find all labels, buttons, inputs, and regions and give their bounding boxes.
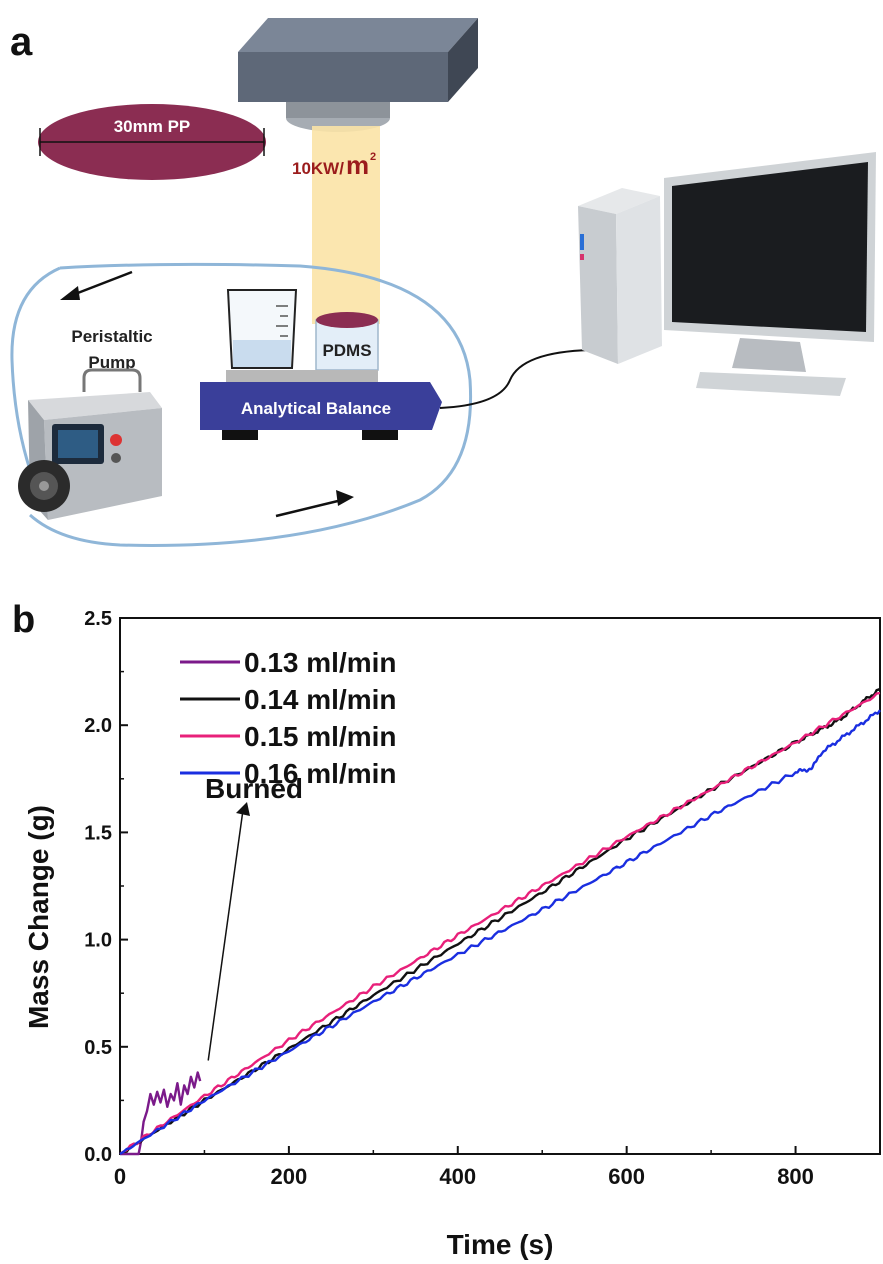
legend-label-4: 0.16 ml/min xyxy=(244,758,397,789)
legend-label-2: 0.14 ml/min xyxy=(244,684,397,715)
y-tick-label: 1.5 xyxy=(84,822,112,844)
y-tick-label: 0.5 xyxy=(84,1037,112,1059)
series-line-4 xyxy=(119,709,881,1156)
y-tick-label: 1.0 xyxy=(84,930,112,952)
solar-simulator xyxy=(238,18,478,132)
legend: 0.13 ml/min 0.14 ml/min 0.15 ml/min 0.16 ml… xyxy=(180,647,397,789)
pump-label-line1: Peristaltic xyxy=(71,327,152,346)
series-layer xyxy=(119,687,881,1156)
legend-label-3: 0.15 ml/min xyxy=(244,721,397,752)
flow-arrow-top xyxy=(60,270,133,300)
x-tick-label: 200 xyxy=(271,1164,308,1189)
y-tick-label: 2.0 xyxy=(84,715,112,737)
y-tick-label: 2.5 xyxy=(84,608,112,630)
y-tick-label: 0.0 xyxy=(84,1144,112,1166)
disc-label: 30mm PP xyxy=(114,117,191,136)
panel-label-b: b xyxy=(12,599,35,641)
pdms-sample: PDMS xyxy=(315,312,379,371)
computer xyxy=(578,152,876,396)
setup-illustration: a 10KW/ m 2 30mm PP Peristaltic Pump xyxy=(10,18,876,547)
annotation-text: Burned xyxy=(205,773,303,804)
svg-text:m: m xyxy=(346,150,369,180)
annotation-arrowhead xyxy=(236,802,250,816)
data-cable xyxy=(439,349,591,409)
mass-change-chart: b 0 200 400 600 800 0.0 0.5 1.0 1.5 2.0 2.5 0.13 m… xyxy=(12,599,881,1260)
legend-label-1: 0.13 ml/min xyxy=(244,647,397,678)
x-axis-label: Time (s) xyxy=(447,1229,554,1260)
flow-arrow-bottom xyxy=(275,490,354,518)
sample-label: PDMS xyxy=(322,341,371,360)
tubing xyxy=(10,262,473,547)
irradiance-label: 10KW/ m 2 xyxy=(292,150,376,180)
pp-disc: 30mm PP xyxy=(38,104,266,180)
x-tick-label: 0 xyxy=(114,1164,126,1189)
series-line-1 xyxy=(120,1071,202,1156)
y-axis-label: Mass Change (g) xyxy=(23,805,54,1029)
analytical-balance: Analytical Balance xyxy=(200,370,442,440)
light-beam xyxy=(312,126,380,324)
balance-label: Analytical Balance xyxy=(241,399,391,418)
svg-text:10KW/: 10KW/ xyxy=(292,159,344,178)
annotation-arrow xyxy=(207,809,244,1061)
x-tick-label: 600 xyxy=(608,1164,645,1189)
annotation: Burned xyxy=(205,773,303,1061)
tick-labels: 0 200 400 600 800 0.0 0.5 1.0 1.5 2.0 2.5 xyxy=(84,608,814,1189)
peristaltic-pump xyxy=(18,368,162,520)
x-tick-label: 800 xyxy=(777,1164,814,1189)
panel-label-a: a xyxy=(10,20,33,64)
pump-label-line2: Pump xyxy=(88,353,135,372)
beaker xyxy=(226,289,298,369)
series-line-3 xyxy=(119,691,881,1155)
x-tick-label: 400 xyxy=(439,1164,476,1189)
svg-text:2: 2 xyxy=(370,151,376,163)
